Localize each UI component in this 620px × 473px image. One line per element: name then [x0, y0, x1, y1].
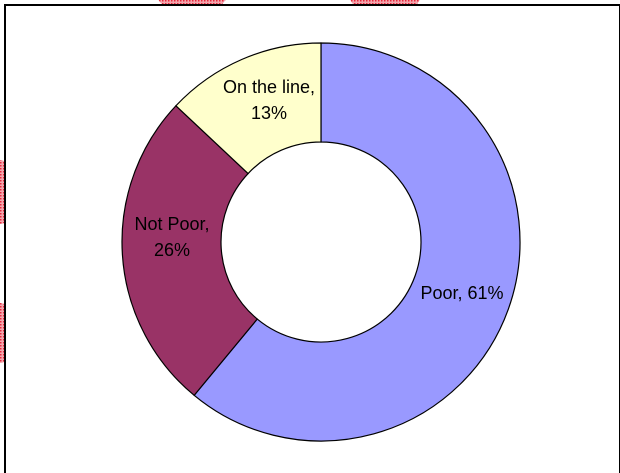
slice-poor	[193, 42, 521, 442]
slice-label-not-poor: Not Poor, 26%	[134, 214, 209, 260]
slice-label-on-the-line: On the line, 13%	[223, 77, 315, 123]
slice-not-poor	[121, 104, 259, 397]
slice-on-the-line	[175, 42, 322, 175]
slice-label-poor: Poor, 61%	[420, 283, 503, 303]
donut-slices	[121, 42, 521, 442]
donut-labels: Poor, 61% Not Poor, 26% On the line, 13%	[134, 77, 503, 303]
